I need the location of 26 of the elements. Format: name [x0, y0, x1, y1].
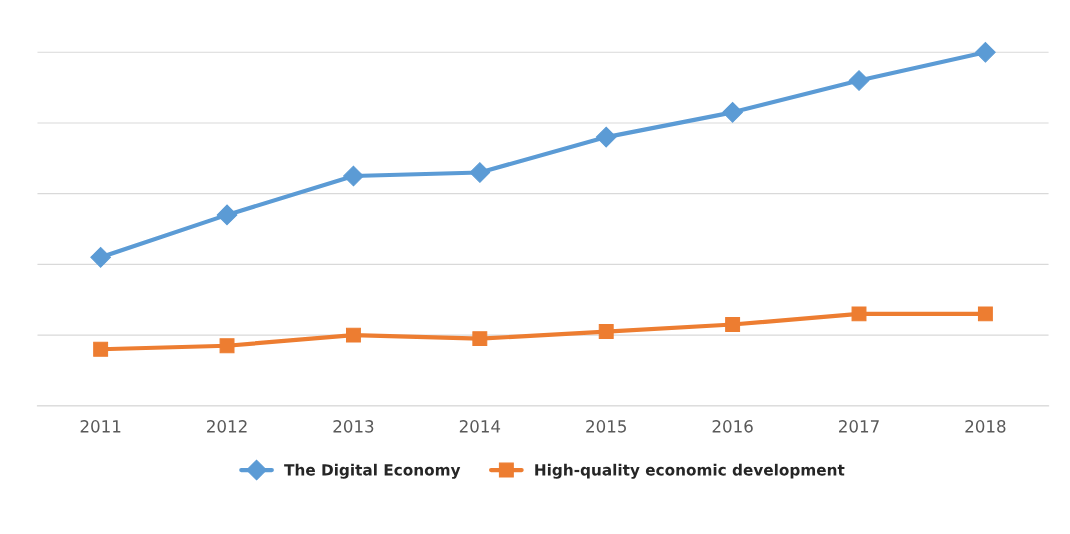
point: [851, 306, 867, 322]
x-tick-label: 2015: [586, 420, 626, 433]
x-tick-label: 2018: [965, 420, 1006, 433]
point: [90, 246, 111, 268]
x-tick-label: 2013: [333, 420, 374, 433]
x-tick-label: 2017: [839, 420, 879, 433]
legend-label: High-quality economic development: [535, 463, 845, 479]
x-tick-label: 2012: [207, 420, 247, 433]
point: [219, 338, 235, 354]
point: [722, 102, 743, 123]
legend-label: The Digital Economy: [284, 463, 461, 479]
x-tick-label: 2014: [459, 420, 501, 433]
point: [598, 324, 614, 340]
point: [216, 204, 238, 226]
point: [848, 70, 870, 91]
x-tick-label: 2011: [80, 420, 121, 433]
point: [345, 327, 361, 343]
point: [977, 306, 993, 322]
point: [469, 162, 491, 183]
x-tick-label: 2016: [712, 420, 753, 433]
point: [595, 126, 617, 148]
point: [93, 341, 109, 357]
point: [725, 317, 741, 332]
point: [472, 331, 488, 347]
point: [975, 41, 996, 63]
point: [343, 165, 364, 187]
